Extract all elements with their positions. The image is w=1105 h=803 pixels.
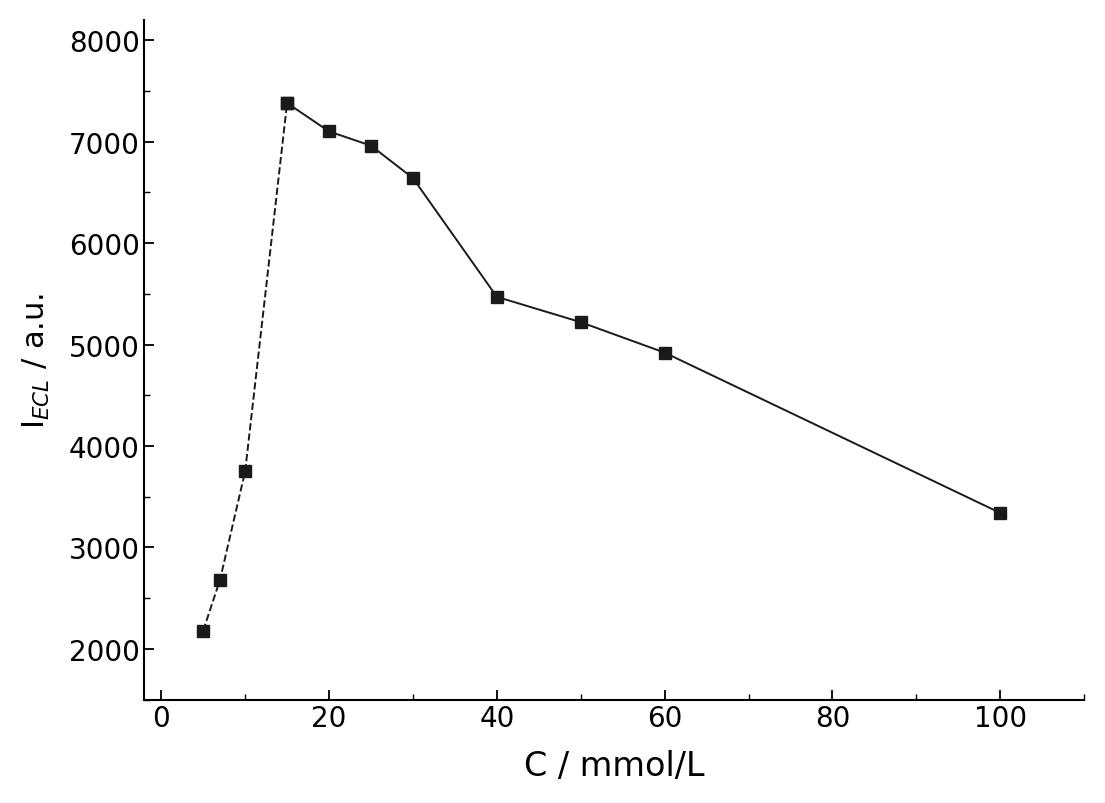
X-axis label: C / mmol/L: C / mmol/L xyxy=(524,749,705,782)
Y-axis label: I$_{ECL}$ / a.u.: I$_{ECL}$ / a.u. xyxy=(21,292,52,428)
